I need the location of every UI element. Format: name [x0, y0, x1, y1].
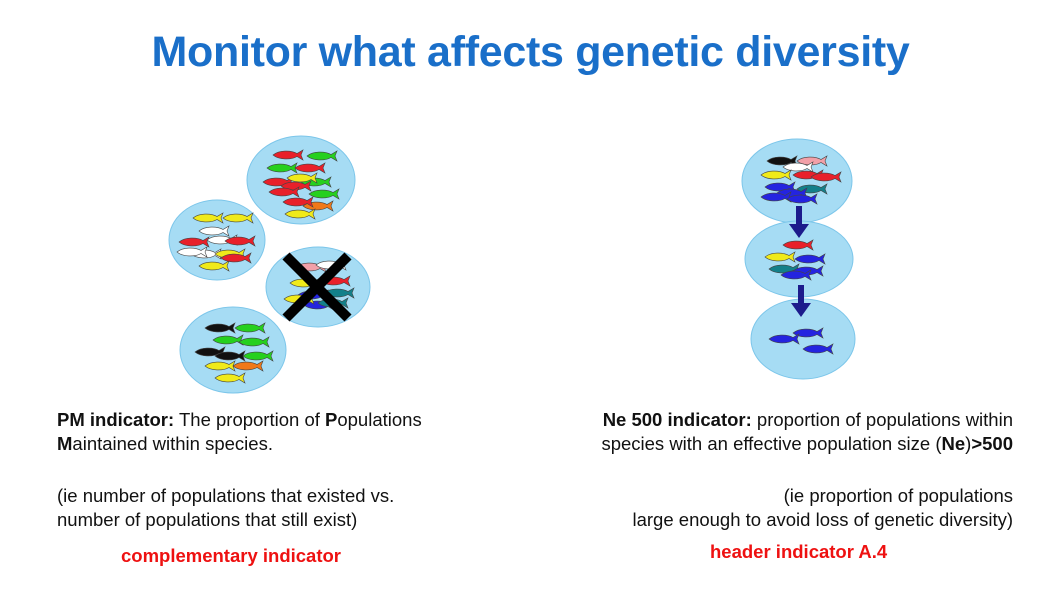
- header-indicator-tag: header indicator A.4: [710, 541, 888, 562]
- down-arrow-icon: [789, 206, 809, 238]
- pm-line1-b: P: [325, 409, 338, 430]
- left-description: PM indicator: The proportion of Populati…: [57, 408, 422, 456]
- ne-line2-c: ): [965, 433, 972, 454]
- right-note: (ie proportion of populations large enou…: [633, 484, 1014, 532]
- pm-note2: number of populations that still exist): [57, 509, 358, 530]
- ne-note2: large enough to avoid loss of genetic di…: [632, 509, 1014, 530]
- ne-line1-rest: proportion of populations within: [751, 409, 1013, 430]
- cross-layer: [282, 252, 352, 322]
- page-title: Monitor what affects genetic diversity: [151, 28, 910, 76]
- ne-line2-a: species with an effective population siz…: [601, 433, 942, 454]
- pond-left: [168, 199, 266, 281]
- right-description: Ne 500 indicator: proportion of populati…: [601, 408, 1013, 456]
- down-arrow-icon: [791, 285, 811, 317]
- ne-line2-d: >500: [971, 433, 1013, 454]
- ne-line2-b: Ne: [941, 433, 966, 454]
- ne-note1: (ie proportion of populations: [783, 485, 1013, 506]
- pm-line1-a: The proportion of: [174, 409, 326, 430]
- pm-line2-b: aintained within species.: [72, 433, 273, 454]
- left-note: (ie number of populations that existed v…: [57, 484, 394, 532]
- pond-top: [246, 135, 356, 225]
- complementary-indicator-tag: complementary indicator: [121, 545, 342, 566]
- x-cross-icon: [282, 252, 352, 322]
- pm-line2-a: M: [57, 433, 73, 454]
- arrows-layer: [789, 206, 811, 317]
- pm-line1-c: opulations: [337, 409, 422, 430]
- pm-indicator-heading: PM indicator:: [57, 409, 175, 430]
- pond-bottom: [179, 306, 287, 394]
- pm-note1: (ie number of populations that existed v…: [57, 485, 395, 506]
- ponds-layer: [168, 135, 856, 394]
- ne-indicator-heading: Ne 500 indicator:: [602, 409, 752, 430]
